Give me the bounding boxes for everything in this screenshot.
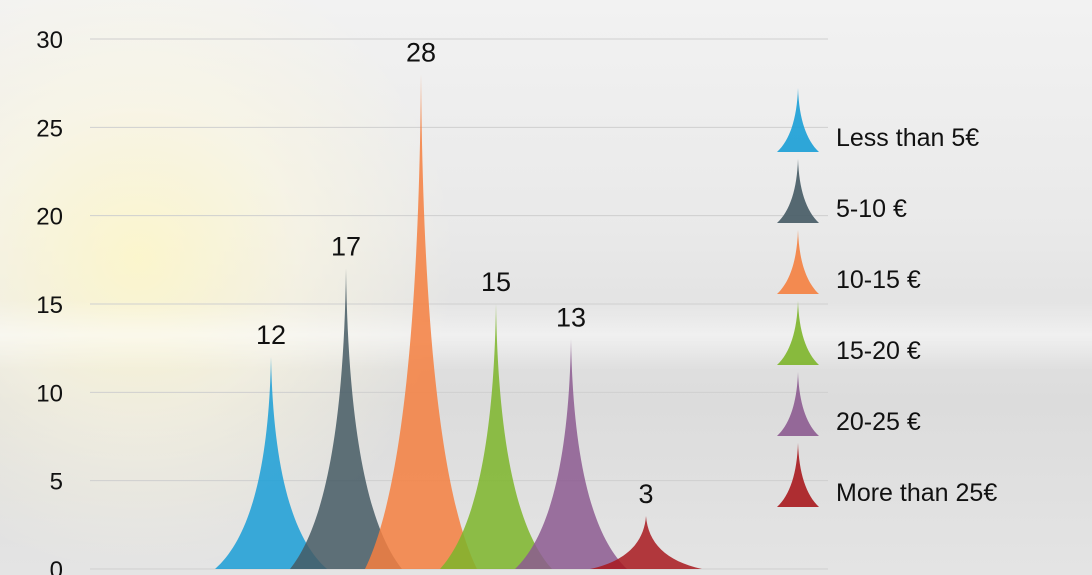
bar-more-than-25eur [590, 516, 702, 569]
legend-swatch-20-25-eur [777, 372, 819, 436]
bar-15-20-eur [440, 304, 552, 569]
bar-series [215, 74, 702, 569]
data-label-less-than-5eur: 12 [256, 320, 286, 350]
y-tick-label: 10 [36, 380, 63, 407]
y-tick-label: 5 [50, 469, 63, 496]
y-tick-label: 20 [36, 204, 63, 231]
legend-swatch-more-than-25eur [777, 443, 819, 507]
data-label-15-20-eur: 15 [481, 267, 511, 297]
bar-5-10-eur [290, 268, 402, 569]
bar-10-15-eur [365, 74, 477, 569]
legend-swatch-10-15-eur [777, 230, 819, 294]
bar-less-than-5eur [215, 357, 327, 569]
y-tick-label: 15 [36, 292, 63, 319]
data-label-10-15-eur: 28 [406, 37, 436, 67]
legend-swatch-5-10-eur [777, 159, 819, 223]
legend-label-15-20-eur: 15-20 € [836, 337, 921, 365]
bar-20-25-eur [515, 339, 627, 569]
legend-swatch-15-20-eur [777, 301, 819, 365]
legend-label-5-10-eur: 5-10 € [836, 195, 907, 223]
y-tick-label: 30 [36, 27, 63, 54]
data-labels: 12 17 28 15 13 3 [256, 37, 654, 509]
legend: Less than 5€ 5-10 € 10-15 € 15-20 € 20-25 € M… [777, 88, 997, 507]
data-label-20-25-eur: 13 [556, 302, 586, 332]
y-axis-ticks: 0 5 10 15 20 25 30 [36, 27, 63, 575]
data-label-5-10-eur: 17 [331, 232, 361, 262]
legend-label-20-25-eur: 20-25 € [836, 408, 921, 436]
legend-label-less-than-5eur: Less than 5€ [836, 124, 979, 152]
y-tick-label: 25 [36, 115, 63, 142]
legend-label-more-than-25eur: More than 25€ [836, 479, 997, 507]
y-tick-label: 0 [50, 557, 63, 575]
data-label-more-than-25eur: 3 [638, 479, 653, 509]
legend-swatch-less-than-5eur [777, 88, 819, 152]
gridlines [90, 38, 828, 570]
legend-label-10-15-eur: 10-15 € [836, 266, 921, 294]
